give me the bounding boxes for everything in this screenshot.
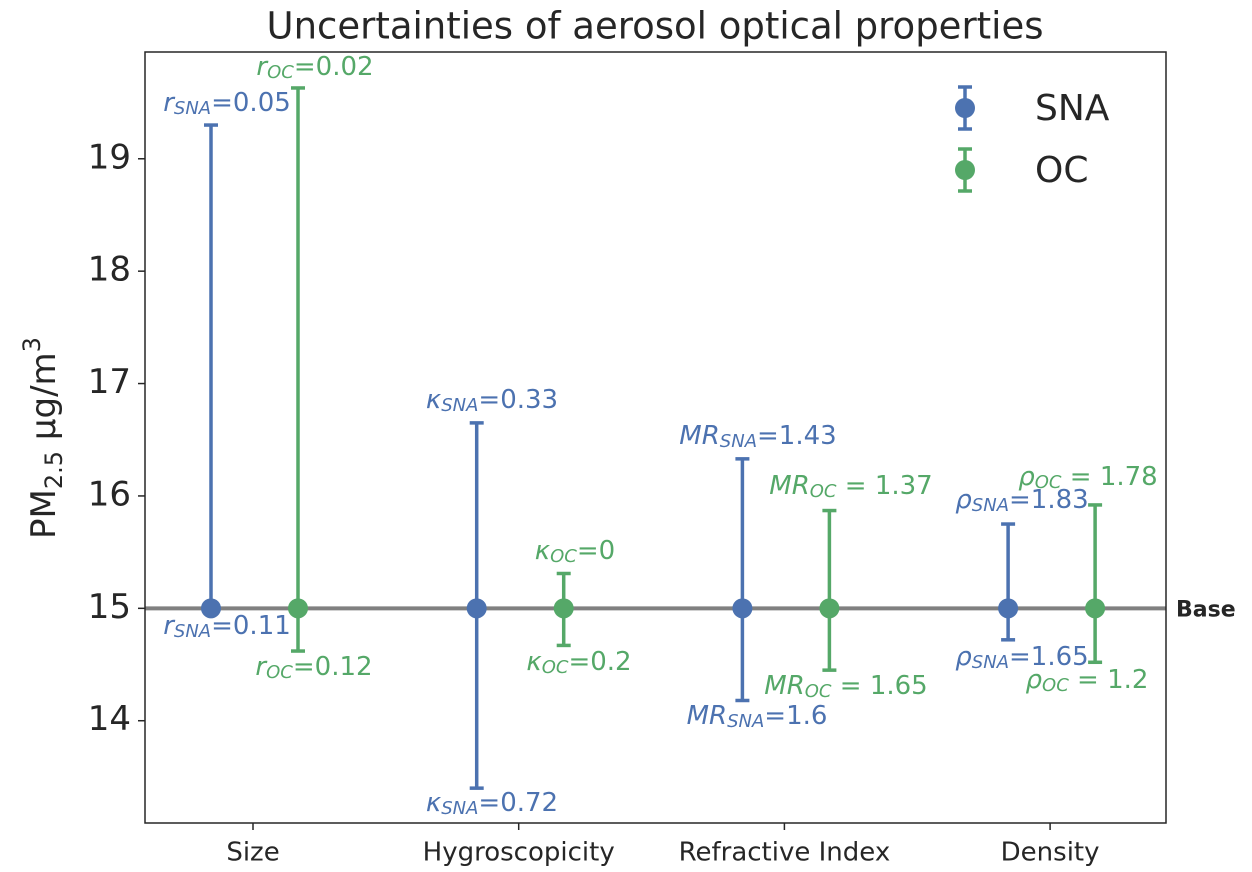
annotation-rest: = 1.78 (1062, 462, 1158, 492)
annotation: MRSNA=1.6 (687, 701, 828, 733)
annotation-rest: =1.83 (1009, 485, 1089, 515)
annotation-sub: SNA (174, 98, 211, 119)
annotation: MROC = 1.65 (764, 671, 927, 703)
annotation-rest: = 1.2 (1069, 665, 1149, 695)
annotation-sub: SNA (972, 495, 1009, 516)
annotation-symbol: MR (687, 701, 728, 731)
annotation: κSNA=0.33 (426, 385, 558, 417)
y-tick-label: 17 (88, 362, 131, 402)
annotation-rest: =0.2 (568, 647, 631, 677)
y-label-sub: 2.5 (40, 451, 68, 489)
annotation-symbol: κ (426, 385, 442, 415)
annotation-sub: OC (1042, 675, 1069, 696)
annotation-sub: SNA (972, 652, 1009, 673)
annotation-sub: OC (805, 681, 832, 702)
annotation-rest: =0.12 (293, 652, 373, 682)
y-tick-label: 18 (88, 250, 131, 290)
point (998, 598, 1019, 619)
annotation: rSNA=0.11 (163, 611, 291, 643)
annotation-symbol: r (256, 52, 269, 82)
point (201, 598, 221, 619)
annotation-symbol: κ (426, 788, 442, 818)
point (288, 598, 308, 619)
point (732, 598, 753, 619)
annotation-rest: =1.43 (757, 421, 837, 451)
annotation: ρSNA=1.65 (955, 642, 1088, 674)
annotation: rOC=0.02 (256, 52, 373, 84)
annotation: ρSNA=1.83 (955, 485, 1088, 517)
annotation-sub: OC (542, 657, 569, 678)
annotation-sub: OC (1035, 472, 1062, 493)
legend-label: OC (1035, 150, 1088, 191)
x-tick-label: Size (226, 838, 279, 868)
legend-marker (955, 160, 975, 180)
annotation: MROC = 1.37 (769, 471, 932, 503)
y-label-main: PM (24, 489, 64, 539)
y-tick-label: 14 (88, 699, 131, 739)
annotation-rest: =0 (577, 536, 615, 566)
annotation-symbol: ρ (955, 642, 972, 672)
annotation-rest: = 1.65 (832, 671, 928, 701)
annotation-sub: OC (267, 62, 294, 83)
annotation: rSNA=0.05 (163, 88, 291, 120)
annotation-rest: =1.6 (764, 701, 827, 731)
legend-label: SNA (1035, 88, 1110, 129)
plot-frame (144, 51, 1167, 824)
annotation: MRSNA=1.43 (679, 421, 836, 453)
point (466, 598, 487, 619)
annotation-symbol: κ (535, 536, 551, 566)
y-axis-label: PM2.5 μg/m3 (18, 337, 68, 539)
y-tick-label: 15 (88, 587, 131, 627)
annotation-sub: SNA (720, 431, 757, 452)
annotation: rOC=0.12 (255, 652, 372, 684)
annotation-sub: OC (550, 546, 577, 567)
annotation-symbol: ρ (955, 485, 972, 515)
annotation-sub: SNA (727, 711, 764, 732)
annotation-sub: OC (810, 481, 837, 502)
annotation-sub: SNA (174, 621, 211, 642)
legend-marker (955, 98, 975, 118)
annotation: κSNA=0.72 (426, 788, 558, 820)
annotation-rest: =1.65 (1009, 642, 1089, 672)
point (819, 598, 840, 619)
annotation-symbol: MR (769, 471, 810, 501)
y-tick-label: 16 (88, 474, 131, 514)
annotation-symbol: r (163, 88, 176, 118)
annotation-symbol: κ (526, 647, 542, 677)
annotation-rest: =0.02 (294, 52, 374, 82)
annotation: κOC=0.2 (526, 647, 631, 679)
annotation: ρOC = 1.2 (1026, 665, 1149, 697)
x-tick-label: Hygroscopicity (423, 838, 615, 868)
annotation-symbol: ρ (1026, 665, 1043, 695)
annotation: ρOC = 1.78 (1018, 462, 1157, 494)
annotation-symbol: r (163, 611, 176, 641)
annotation-rest: =0.11 (211, 611, 291, 641)
annotation-rest: =0.33 (478, 385, 558, 415)
annotation-rest: = 1.37 (837, 471, 933, 501)
annotation-symbol: MR (679, 421, 720, 451)
y-tick-label: 19 (88, 137, 131, 177)
x-tick-label: Refractive Index (679, 838, 891, 868)
annotation-sub: SNA (441, 798, 478, 819)
annotation-symbol: MR (764, 671, 805, 701)
point (553, 598, 574, 619)
annotation-sub: OC (266, 662, 293, 683)
point (1085, 598, 1106, 619)
chart-title: Uncertainties of aerosol optical propert… (267, 5, 1044, 48)
annotation-symbol: ρ (1018, 462, 1035, 492)
annotation: κOC=0 (535, 536, 615, 568)
y-label-unit: μg/m (24, 352, 64, 451)
x-tick-label: Density (1001, 838, 1100, 868)
annotation-sub: SNA (441, 395, 478, 416)
annotation-symbol: r (255, 652, 268, 682)
annotation-rest: =0.05 (211, 88, 291, 118)
base-label: Base (1176, 597, 1236, 622)
y-label-sup: 3 (18, 337, 46, 352)
annotation-rest: =0.72 (478, 788, 558, 818)
